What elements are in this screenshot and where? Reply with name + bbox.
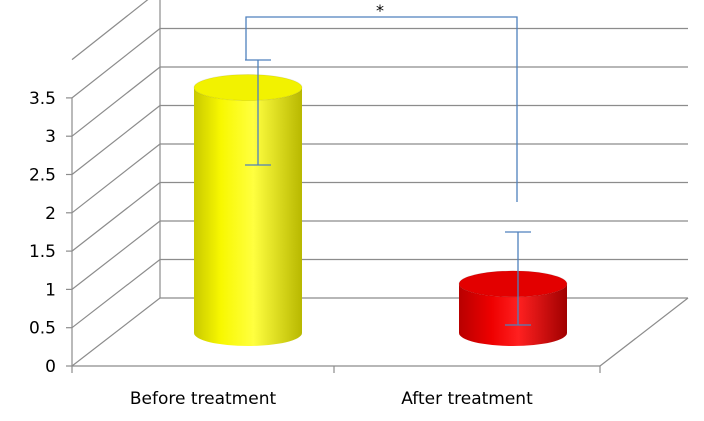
floor-right-edge bbox=[599, 297, 689, 367]
y-tick-label: 0 bbox=[45, 357, 56, 377]
significance-bracket: * bbox=[245, 1, 518, 202]
bar bbox=[194, 87, 302, 346]
y-tick-label: 0.5 bbox=[29, 319, 56, 339]
category-labels: Before treatment After treatment bbox=[130, 389, 533, 409]
gridline-side bbox=[71, 297, 161, 367]
bar bbox=[459, 283, 567, 346]
y-tick-label: 2.5 bbox=[29, 166, 56, 186]
gridline-side bbox=[71, 220, 161, 290]
y-tick-label: 1 bbox=[45, 280, 56, 300]
gridline-side bbox=[71, 105, 161, 175]
y-tick-label: 3.5 bbox=[29, 89, 56, 109]
significance-marker: * bbox=[376, 1, 384, 20]
gridlines bbox=[71, 0, 688, 367]
gridline-side bbox=[71, 0, 149, 61]
y-axis-tick-labels: 0 0.5 1 1.5 2 2.5 3 3.5 bbox=[29, 89, 56, 377]
error-bars bbox=[245, 59, 531, 326]
y-tick-label: 2 bbox=[45, 204, 56, 224]
gridline-side bbox=[71, 143, 161, 214]
category-label: Before treatment bbox=[130, 389, 277, 409]
bar-top bbox=[458, 270, 568, 298]
gridline-side bbox=[71, 182, 161, 252]
category-label: After treatment bbox=[401, 389, 533, 409]
y-tick-label: 3 bbox=[45, 127, 56, 147]
chart-frame bbox=[66, 0, 689, 373]
gridline-side bbox=[71, 28, 161, 99]
bar-top bbox=[193, 74, 303, 102]
y-tick-label: 1.5 bbox=[29, 242, 56, 262]
bars bbox=[193, 74, 568, 346]
significance-bracket-line bbox=[245, 16, 518, 202]
gridline-side bbox=[71, 66, 161, 137]
gridline-side bbox=[71, 259, 161, 329]
